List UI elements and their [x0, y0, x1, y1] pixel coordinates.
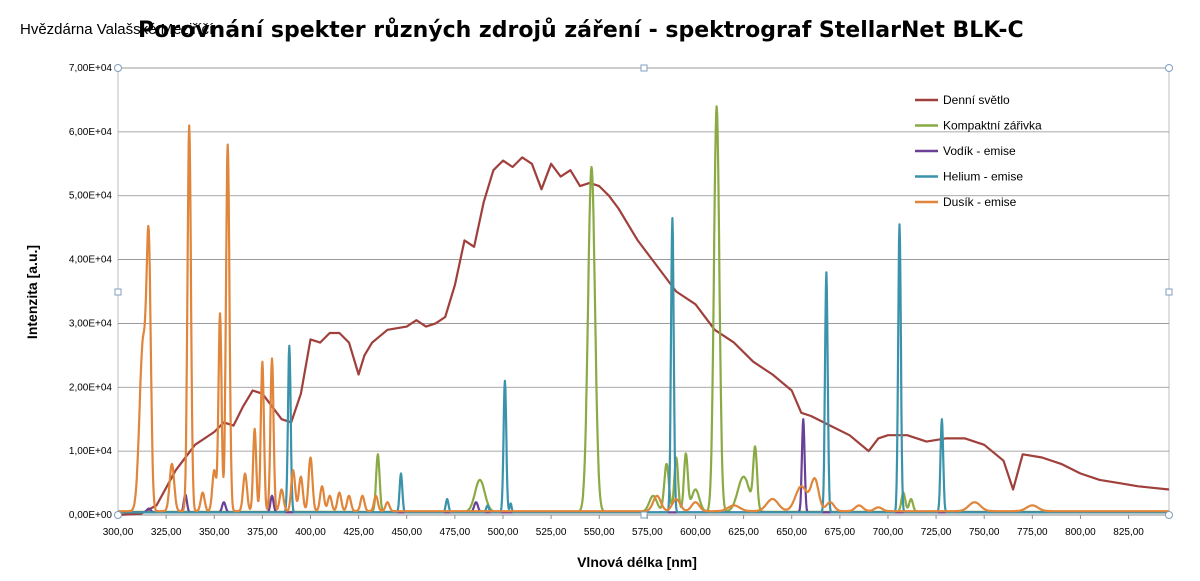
x-tick-label: 575,00 — [632, 527, 663, 538]
x-tick-label: 400,00 — [295, 527, 326, 538]
series-line-1 — [117, 156, 1170, 517]
legend-label: Denní světlo — [943, 93, 1010, 107]
x-tick-label: 450,00 — [391, 527, 422, 538]
x-axis-label: Vlnová délka [nm] — [577, 554, 697, 570]
y-axis-label: Intenzita [a.u.] — [24, 245, 40, 339]
resize-handle[interactable] — [114, 511, 122, 519]
x-tick-label: 650,00 — [776, 527, 807, 538]
x-tick-label: 500,00 — [488, 527, 519, 538]
series-line-5 — [117, 124, 1170, 513]
x-tick-label: 525,00 — [536, 527, 567, 538]
x-tick-label: 475,00 — [440, 527, 471, 538]
x-tick-label: 800,00 — [1065, 527, 1096, 538]
resize-handle[interactable] — [114, 64, 122, 72]
x-tick-label: 825,00 — [1113, 527, 1144, 538]
x-tick-label: 775,00 — [1017, 527, 1048, 538]
y-tick-label: 3,00E+04 — [69, 318, 113, 329]
x-tick-label: 700,00 — [873, 527, 904, 538]
x-tick-label: 350,00 — [199, 527, 230, 538]
y-tick-label: 7,00E+04 — [69, 63, 113, 74]
x-tick-label: 325,00 — [151, 527, 182, 538]
y-tick-label: 1,00E+04 — [69, 446, 113, 457]
resize-handle[interactable] — [1165, 511, 1173, 519]
legend-label: Kompaktní zářivka — [943, 119, 1042, 133]
x-tick-label: 725,00 — [921, 527, 952, 538]
x-tick-label: 550,00 — [584, 527, 615, 538]
selection-handles[interactable] — [114, 64, 1173, 519]
x-tick-label: 750,00 — [969, 527, 1000, 538]
resize-handle[interactable] — [640, 511, 648, 519]
x-tick-label: 625,00 — [728, 527, 759, 538]
x-tick-label: 375,00 — [247, 527, 278, 538]
x-tick-label: 425,00 — [343, 527, 374, 538]
legend-label: Dusík - emise — [943, 195, 1017, 209]
y-tick-label: 0,00E+00 — [69, 510, 113, 521]
y-tick-label: 4,00E+04 — [69, 255, 113, 266]
x-tick-labels: 300,00 325,00 350,00 375,00 400,00 425,00 450,… — [103, 527, 1145, 538]
x-tick-label: 300,00 — [103, 527, 134, 538]
y-tick-label: 2,00E+04 — [69, 382, 113, 393]
y-tick-label: 5,00E+04 — [69, 191, 113, 202]
observatory-label: Hvězdárna Valašské Meziříčí — [20, 21, 214, 38]
resize-handle[interactable] — [1165, 288, 1173, 296]
legend-label: Helium - emise — [943, 170, 1023, 184]
x-tick-label: 600,00 — [680, 527, 711, 538]
chart-title: Porovnání spekter různých zdrojů záření … — [138, 18, 1024, 43]
legend: Denní světlo Kompaktní zářivka Vodík - emi… — [915, 93, 1042, 209]
y-tick-label: 6,00E+04 — [69, 127, 113, 138]
legend-label: Vodík - emise — [943, 144, 1016, 158]
resize-handle[interactable] — [114, 288, 122, 296]
resize-handle[interactable] — [1165, 64, 1173, 72]
x-tick-label: 675,00 — [825, 527, 856, 538]
plot-area — [117, 67, 1170, 516]
grid-lines — [117, 67, 1169, 519]
y-tick-labels: 0,00E+00 1,00E+04 2,00E+04 3,00E+04 4,00E+04… — [69, 63, 113, 521]
resize-handle[interactable] — [640, 64, 648, 72]
